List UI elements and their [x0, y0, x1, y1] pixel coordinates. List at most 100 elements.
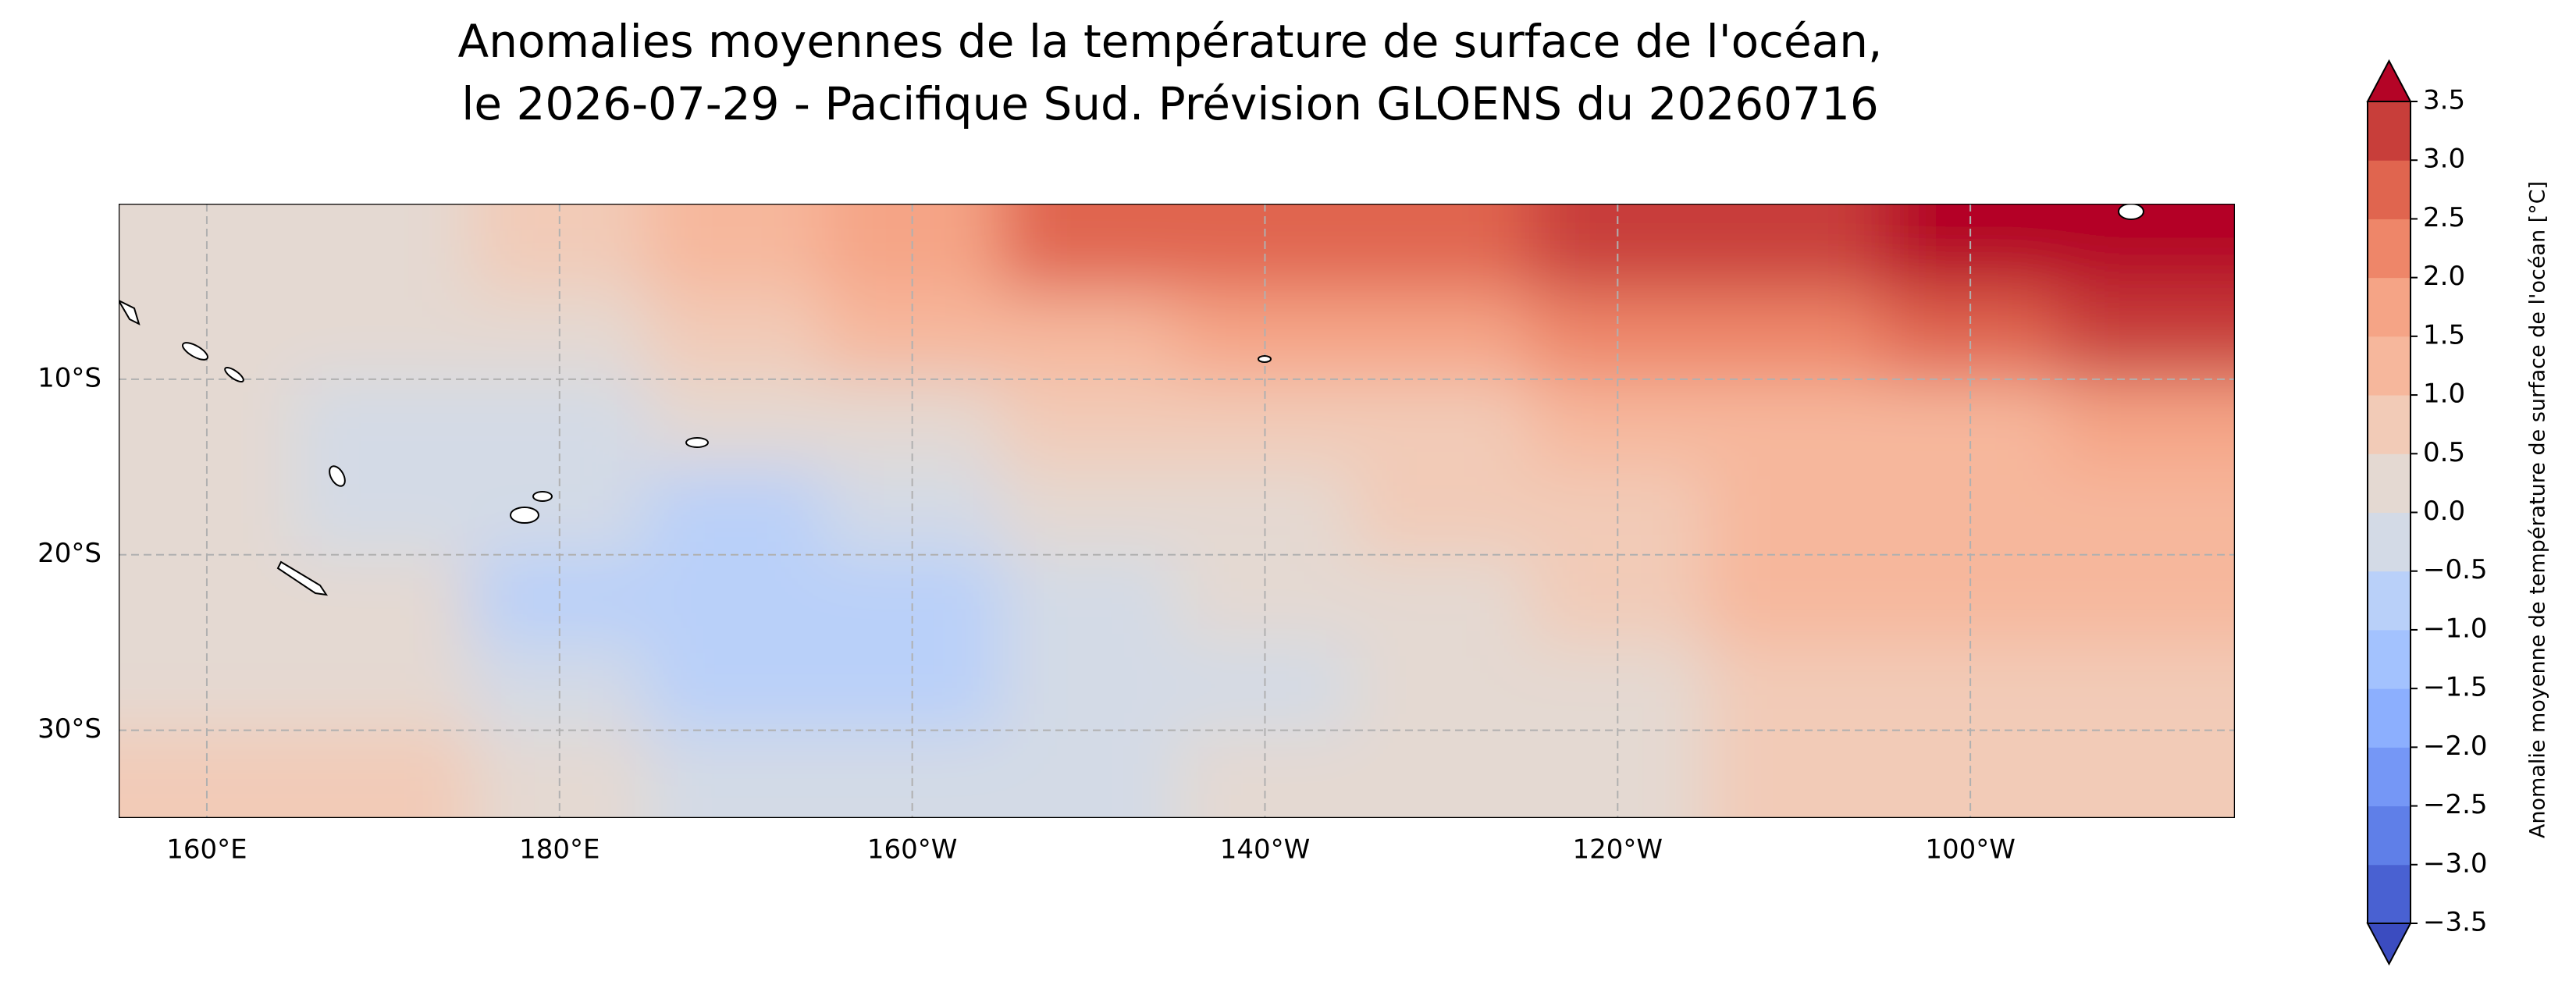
- colorbar-segment: [2368, 747, 2411, 807]
- island: [119, 299, 141, 325]
- y-tick-label: 20°S: [37, 538, 101, 569]
- anomaly-cell: [1000, 554, 1177, 643]
- grid: [119, 204, 2235, 818]
- anomaly-cell: [1353, 291, 1530, 379]
- anomaly-cell: [1706, 554, 1883, 643]
- anomaly-cell: [294, 730, 471, 818]
- colorbar-segment: [2368, 864, 2411, 924]
- anomaly-cell: [2058, 730, 2235, 818]
- chart-title: Anomalies moyennes de la température de …: [458, 15, 1883, 68]
- colorbar-segment: [2368, 395, 2411, 454]
- anomaly-cell: [294, 291, 471, 379]
- colorbar-tick-label: −2.0: [2423, 731, 2488, 762]
- colorbar-tick-label: 2.5: [2423, 202, 2465, 233]
- anomaly-cell: [1000, 379, 1177, 468]
- colorbar-segment: [2368, 101, 2411, 161]
- anomaly-cell: [294, 554, 471, 643]
- island: [685, 437, 709, 448]
- island: [182, 342, 208, 361]
- colorbar-segment: [2368, 805, 2411, 866]
- colorbar-segment: [2368, 571, 2411, 631]
- x-tick-label: 180°E: [519, 834, 600, 866]
- y-tick-label: 30°S: [37, 713, 101, 745]
- anomaly-cell: [1706, 730, 1883, 818]
- anomaly-cell: [647, 467, 824, 555]
- chart-title: le 2026-07-29 - Pacifique Sud. Prévision…: [461, 77, 1879, 130]
- anomaly-cell: [1000, 291, 1177, 379]
- x-tick-label: 160°W: [867, 834, 958, 866]
- anomaly-cell: [294, 467, 471, 555]
- anomaly-cell: [1353, 642, 1530, 731]
- anomaly-cell: [119, 730, 295, 818]
- axes: 160°E 180°E 160°W 140°W 120°W 100°W 10°S 20°S 30…: [37, 362, 2016, 865]
- anomaly-cell: [1353, 730, 1530, 818]
- colorbar-tick-label: −3.0: [2423, 848, 2488, 879]
- colorbar-label: Anomalie moyenne de température de surfa…: [2526, 181, 2550, 838]
- map-area: [119, 204, 2235, 818]
- anomaly-cell: [1706, 204, 1883, 292]
- anomaly-cell: [1353, 467, 1530, 555]
- anomaly-cell: [1353, 204, 1530, 292]
- colorbar-segment: [2368, 277, 2411, 337]
- colorbar: −3.5 −3.0 −2.5 −2.0 −1.5 −1.0 −0.5 0.0 0.5 1.0 1.5…: [2366, 59, 2488, 966]
- anomaly-cell: [2058, 291, 2235, 379]
- colorbar-tick-label: −0.5: [2423, 554, 2488, 585]
- coastlines: [119, 204, 2144, 596]
- anomaly-cell: [1000, 642, 1177, 731]
- colorbar-tick-label: 0.5: [2423, 437, 2465, 468]
- anomaly-cell: [647, 379, 824, 468]
- colorbar-extend-over: [2366, 59, 2412, 102]
- anomaly-cell: [1000, 730, 1177, 818]
- colorbar-tick-label: 1.0: [2423, 379, 2465, 410]
- anomaly-cell: [647, 554, 824, 643]
- anomaly-cell: [647, 730, 824, 818]
- colorbar-tick-label: 1.5: [2423, 319, 2465, 350]
- x-tick-label: 100°W: [1925, 834, 2016, 866]
- y-tick-label: 10°S: [37, 362, 101, 393]
- x-tick-label: 160°E: [166, 834, 247, 866]
- anomaly-field: [119, 204, 2235, 818]
- anomaly-cell: [1706, 291, 1883, 379]
- colorbar-tick-label: −1.0: [2423, 613, 2488, 644]
- anomaly-cell: [2058, 642, 2235, 731]
- colorbar-tick-label: 2.0: [2423, 261, 2465, 292]
- anomaly-cell: [1706, 467, 1883, 555]
- anomaly-cell: [1353, 554, 1530, 643]
- colorbar-extend-under: [2366, 923, 2412, 966]
- colorbar-tick-label: −3.5: [2423, 907, 2488, 938]
- island: [1258, 355, 1272, 363]
- anomaly-cell: [2058, 379, 2235, 468]
- island: [329, 465, 346, 487]
- colorbar-segment: [2368, 336, 2411, 396]
- colorbar-segment: [2368, 629, 2411, 689]
- anomaly-cell: [2058, 554, 2235, 643]
- anomaly-cell: [647, 291, 824, 379]
- anomaly-cell: [119, 204, 295, 292]
- anomaly-cell: [294, 204, 471, 292]
- island: [532, 491, 553, 502]
- colorbar-tick-label: −1.5: [2423, 672, 2488, 703]
- anomaly-cell: [294, 379, 471, 468]
- island: [510, 507, 539, 524]
- colorbar-segment: [2368, 688, 2411, 748]
- colorbar-tick-label: −2.5: [2423, 789, 2488, 820]
- colorbar-tick-label: 3.5: [2423, 85, 2465, 116]
- anomaly-cell: [294, 642, 471, 731]
- colorbar-segment: [2368, 453, 2411, 513]
- x-tick-label: 120°W: [1573, 834, 1663, 866]
- island: [2118, 204, 2144, 220]
- colorbar-tick-label: 3.0: [2423, 144, 2465, 175]
- anomaly-cell: [647, 642, 824, 731]
- colorbar-segment: [2368, 512, 2411, 572]
- anomaly-cell: [647, 204, 824, 292]
- anomaly-cell: [1000, 204, 1177, 292]
- anomaly-cell: [1353, 379, 1530, 468]
- colorbar-segment: [2368, 219, 2411, 279]
- colorbar-segment: [2368, 160, 2411, 219]
- x-tick-label: 140°W: [1220, 834, 1311, 866]
- anomaly-cell: [1706, 642, 1883, 731]
- island: [276, 560, 329, 596]
- anomaly-cell: [2058, 467, 2235, 555]
- anomaly-cell: [2058, 204, 2235, 292]
